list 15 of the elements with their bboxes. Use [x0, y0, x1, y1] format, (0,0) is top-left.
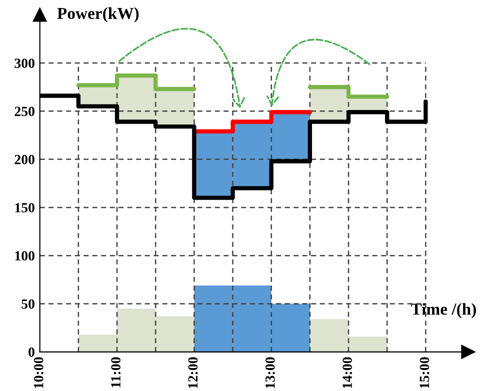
y-tick-label: 100 — [15, 251, 34, 261]
y-tick-label: 250 — [14, 106, 34, 116]
y-axis-title: Power(kW) — [57, 7, 139, 22]
x-tick-label: 15:00 — [420, 357, 430, 388]
y-tick-label: 50 — [22, 299, 34, 309]
y-tick-label: 0 — [28, 347, 34, 357]
x-tick-label: 13:00 — [265, 357, 275, 388]
y-tick-label: 150 — [15, 203, 34, 212]
y-tick-label: 300 — [14, 58, 34, 68]
y-tick-label: 200 — [14, 154, 34, 164]
x-tick-label: 11:00 — [111, 357, 121, 388]
x-tick-label: 12:00 — [188, 357, 198, 388]
x-tick-label: 10:00 — [34, 357, 44, 388]
x-tick-label: 14:00 — [342, 357, 352, 388]
x-axis-title: Time /(h) — [411, 303, 476, 318]
